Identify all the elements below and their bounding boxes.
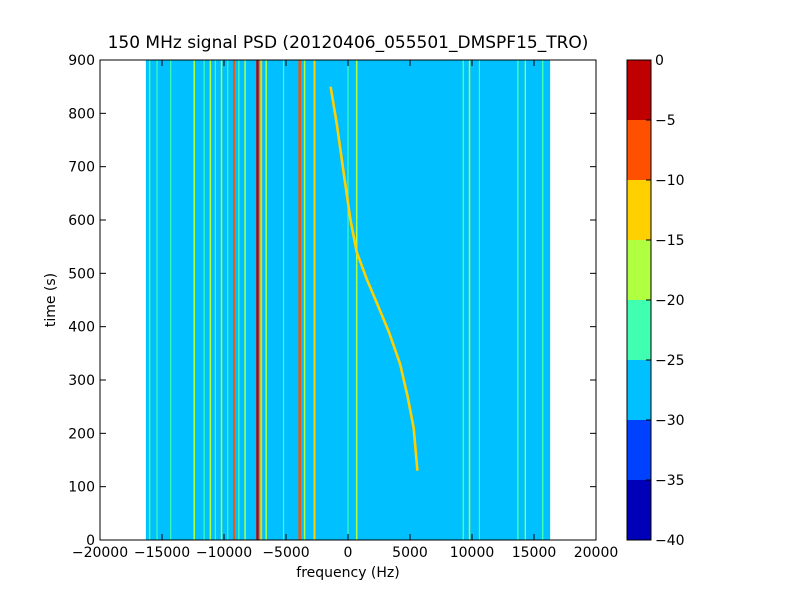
colorbar-tick-label-7: −5 (655, 113, 676, 129)
spectral-line-21 (462, 60, 465, 540)
y-tick-label-7: 700 (68, 160, 95, 176)
colorbar-band-5 (627, 180, 651, 240)
spectral-line-3 (193, 60, 195, 540)
y-axis-ticks: 0 100 200 300 400 500 600 700 800 900 (68, 53, 596, 549)
spectral-line-5 (209, 60, 212, 540)
colorbar-band-7 (627, 60, 651, 120)
y-tick-label-6: 600 (68, 213, 95, 229)
spectral-line-24 (517, 60, 519, 540)
spectral-line-25 (524, 60, 526, 540)
spectral-line-14 (265, 60, 267, 540)
y-tick-label-9: 900 (68, 53, 95, 69)
colorbar-tick-label-2: −30 (655, 413, 685, 429)
x-tick-label-7: 15000 (512, 545, 557, 561)
spectral-line-12 (256, 60, 259, 540)
colorbar-tick-label-4: −20 (655, 293, 685, 309)
y-tick-label-2: 200 (68, 426, 95, 442)
x-tick-label-5: 5000 (392, 545, 428, 561)
spectral-line-22 (468, 60, 471, 540)
x-axis-ticks: −20000 −15000 −10000 −5000 0 5000 10000 15000 20… (72, 60, 618, 561)
x-tick-label-6: 10000 (450, 545, 495, 561)
spectral-line-13 (260, 60, 263, 540)
spectral-line-4 (203, 60, 205, 540)
colorbar-band-3 (627, 300, 651, 360)
colorbar-band-0 (627, 480, 651, 540)
spectral-line-23 (478, 60, 481, 540)
spectral-lines (148, 60, 544, 540)
x-tick-label-8: 20000 (574, 545, 619, 561)
spectral-line-1 (156, 60, 158, 540)
colorbar-tick-label-1: −35 (655, 473, 685, 489)
x-tick-label-1: −15000 (134, 545, 190, 561)
y-tick-label-4: 400 (68, 320, 95, 336)
colorbar-ticks: −40 −35 −30 −25 −20 −15 −10 −5 0 (646, 53, 685, 549)
spectral-line-6 (214, 60, 216, 540)
spectral-line-26 (541, 60, 544, 540)
x-tick-label-3: −5000 (262, 545, 309, 561)
spectral-line-7 (220, 60, 223, 540)
y-axis-label: time (s) (43, 273, 59, 327)
colorbar-band-1 (627, 420, 651, 480)
colorbar-band-2 (627, 360, 651, 420)
colorbar-band-6 (627, 120, 651, 180)
spectral-line-19 (347, 60, 349, 540)
spectral-line-15 (282, 60, 285, 540)
chart-title: 150 MHz signal PSD (20120406_055501_DMSP… (108, 33, 589, 53)
colorbar-tick-label-0: −40 (655, 533, 685, 549)
x-tick-label-4: 0 (344, 545, 353, 561)
colorbar: −40 −35 −30 −25 −20 −15 −10 −5 0 (626, 53, 685, 549)
colorbar-tick-label-3: −25 (655, 353, 685, 369)
spectral-line-2 (170, 60, 172, 540)
spectral-line-10 (238, 60, 240, 540)
plot-area (99, 59, 597, 541)
spectral-line-8 (227, 60, 229, 540)
spectral-line-9 (232, 60, 235, 540)
y-tick-label-5: 500 (68, 266, 95, 282)
spectral-line-18 (313, 60, 316, 540)
x-tick-label-2: −10000 (196, 545, 252, 561)
doppler-curve (329, 86, 419, 471)
y-tick-label-3: 300 (68, 373, 95, 389)
y-tick-label-1: 100 (68, 480, 95, 496)
spectral-line-16 (298, 60, 301, 540)
spectral-line-17 (303, 60, 306, 540)
spectral-line-11 (244, 60, 246, 540)
colorbar-bands (627, 60, 651, 540)
x-axis-label: frequency (Hz) (296, 565, 399, 581)
y-tick-label-0: 0 (86, 533, 95, 549)
colorbar-tick-label-5: −15 (655, 233, 685, 249)
x-tick-label-0: −20000 (72, 545, 128, 561)
y-tick-label-8: 800 (68, 106, 95, 122)
spectral-line-20 (355, 60, 358, 540)
spectral-line-0 (148, 60, 151, 540)
colorbar-tick-label-6: −10 (655, 173, 685, 189)
colorbar-band-4 (627, 240, 651, 300)
colorbar-tick-label-8: 0 (655, 53, 664, 69)
